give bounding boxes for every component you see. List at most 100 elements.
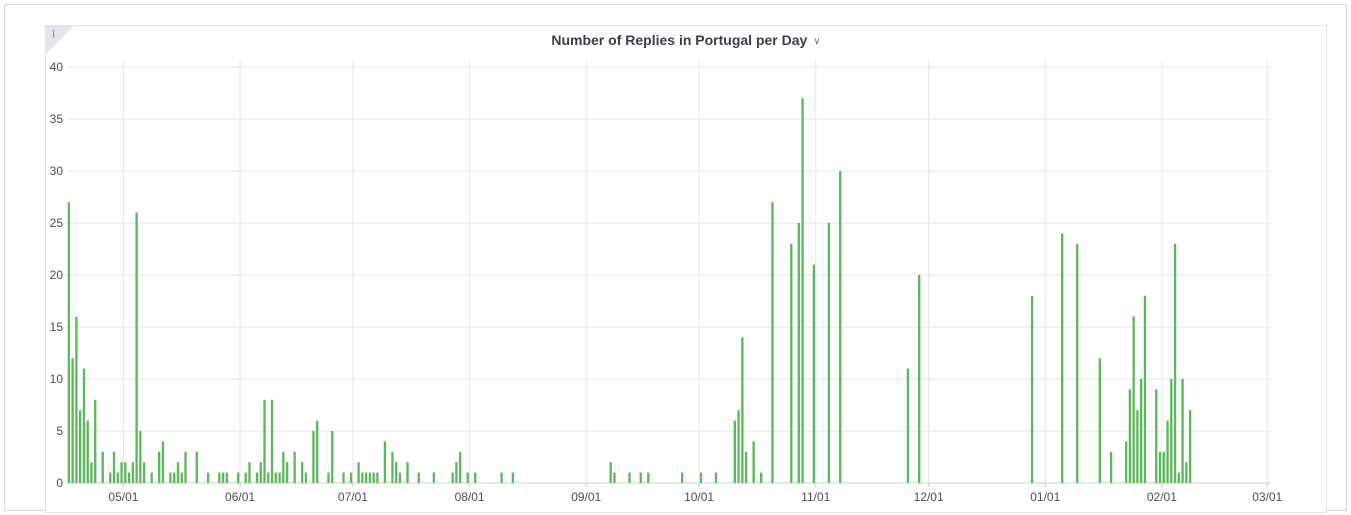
bar[interactable] — [628, 472, 631, 483]
bar[interactable] — [744, 451, 748, 483]
bar[interactable] — [357, 462, 360, 483]
bar[interactable] — [1143, 295, 1147, 483]
bar[interactable] — [790, 243, 793, 483]
bar[interactable] — [395, 462, 398, 483]
chart-title[interactable]: Number of Replies in Portugal per Day — [551, 32, 808, 48]
bar[interactable] — [127, 472, 131, 483]
bar[interactable] — [1185, 462, 1188, 483]
bar[interactable] — [1158, 451, 1162, 483]
bar[interactable] — [801, 98, 804, 483]
bar[interactable] — [150, 472, 153, 483]
info-icon[interactable] — [46, 26, 74, 54]
bar[interactable] — [255, 472, 259, 483]
bar[interactable] — [812, 264, 816, 483]
bar[interactable] — [131, 462, 135, 483]
bar[interactable] — [372, 472, 375, 483]
bar[interactable] — [639, 472, 642, 483]
bar[interactable] — [90, 462, 93, 483]
bar[interactable] — [1098, 358, 1101, 483]
bar[interactable] — [1124, 441, 1128, 483]
bar[interactable] — [86, 420, 89, 483]
bar[interactable] — [120, 462, 123, 483]
bar[interactable] — [613, 472, 616, 483]
bar[interactable] — [225, 472, 229, 483]
bar[interactable] — [176, 462, 180, 483]
bar[interactable] — [161, 441, 165, 483]
bar[interactable] — [67, 202, 71, 483]
bar[interactable] — [300, 462, 304, 483]
bar[interactable] — [180, 472, 183, 483]
bar[interactable] — [282, 451, 285, 483]
bar[interactable] — [79, 410, 82, 483]
bar[interactable] — [839, 171, 842, 483]
bar[interactable] — [609, 462, 612, 483]
bar[interactable] — [1128, 389, 1132, 483]
bar[interactable] — [112, 451, 116, 483]
bar[interactable] — [263, 399, 266, 483]
bar[interactable] — [116, 472, 119, 483]
bar[interactable] — [135, 212, 138, 483]
bar[interactable] — [699, 472, 703, 483]
bar[interactable] — [714, 472, 718, 483]
bar[interactable] — [1181, 379, 1184, 483]
bar[interactable] — [417, 472, 420, 483]
bar[interactable] — [342, 472, 345, 483]
bar[interactable] — [466, 472, 469, 483]
bar[interactable] — [293, 451, 296, 483]
bar[interactable] — [206, 472, 210, 483]
bar[interactable] — [741, 337, 744, 483]
bar[interactable] — [1155, 389, 1158, 483]
bar[interactable] — [681, 472, 684, 483]
bar[interactable] — [771, 202, 774, 483]
bar[interactable] — [500, 472, 503, 483]
bar[interactable] — [218, 472, 221, 483]
bar[interactable] — [221, 472, 225, 483]
bar[interactable] — [647, 472, 650, 483]
bar[interactable] — [752, 441, 755, 483]
bar[interactable] — [1109, 451, 1113, 483]
bar[interactable] — [1132, 316, 1135, 483]
bar[interactable] — [459, 451, 462, 483]
bar[interactable] — [285, 462, 289, 483]
bar[interactable] — [94, 399, 97, 483]
bar[interactable] — [274, 472, 277, 483]
bar[interactable] — [918, 275, 921, 483]
bar[interactable] — [101, 451, 104, 483]
bar[interactable] — [1170, 379, 1173, 483]
bar[interactable] — [124, 462, 127, 483]
bar[interactable] — [195, 451, 198, 483]
bar[interactable] — [827, 223, 831, 483]
bar[interactable] — [327, 472, 330, 483]
bar[interactable] — [75, 316, 78, 483]
bar[interactable] — [71, 358, 74, 483]
bar[interactable] — [349, 472, 353, 483]
bar[interactable] — [267, 472, 270, 483]
bar[interactable] — [398, 472, 402, 483]
bar[interactable] — [1166, 420, 1169, 483]
bar[interactable] — [316, 420, 319, 483]
bar[interactable] — [237, 472, 240, 483]
bar[interactable] — [1177, 472, 1180, 483]
bar[interactable] — [432, 472, 436, 483]
bar[interactable] — [270, 399, 274, 483]
bar[interactable] — [1188, 410, 1192, 483]
bar[interactable] — [1061, 233, 1064, 483]
bar[interactable] — [1173, 243, 1177, 483]
bar[interactable] — [455, 462, 458, 483]
bar[interactable] — [733, 420, 737, 483]
bar[interactable] — [1076, 243, 1079, 483]
bar[interactable] — [244, 472, 247, 483]
bar[interactable] — [142, 462, 146, 483]
bar[interactable] — [1136, 410, 1139, 483]
bar[interactable] — [259, 462, 262, 483]
bar[interactable] — [184, 451, 187, 483]
chevron-down-icon[interactable]: ∨ — [813, 36, 821, 47]
bar[interactable] — [331, 431, 334, 483]
bar[interactable] — [368, 472, 372, 483]
bar[interactable] — [906, 368, 910, 483]
bar[interactable] — [760, 472, 763, 483]
bar[interactable] — [376, 472, 379, 483]
bar[interactable] — [391, 451, 394, 483]
bar[interactable] — [139, 431, 142, 483]
bar[interactable] — [278, 472, 281, 483]
